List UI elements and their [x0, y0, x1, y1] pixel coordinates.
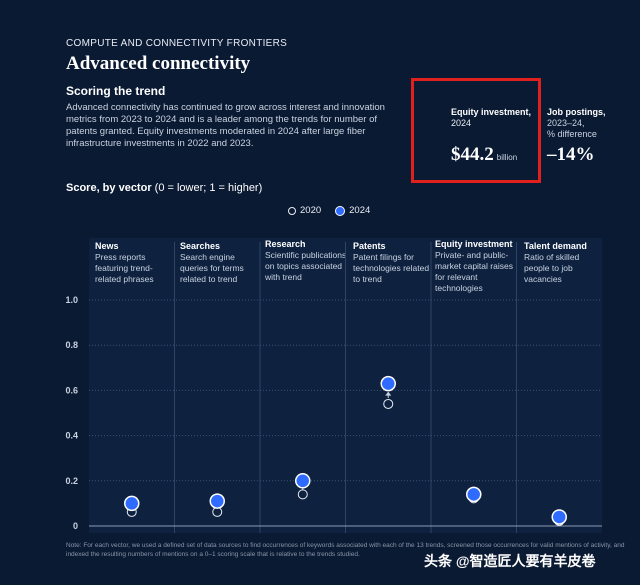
- kpi-jobs-value: –14%: [547, 144, 595, 165]
- y-tick-label: 0.6: [65, 385, 78, 395]
- summary-paragraph: Advanced connectivity has continued to g…: [66, 102, 385, 149]
- y-tick-label: 0.2: [65, 476, 78, 486]
- vector-desc: Ratio of skilled people to job vacancies: [524, 252, 580, 284]
- point-2020: [383, 398, 394, 409]
- legend-item-2024: 2024: [335, 205, 370, 216]
- legend-open-circle-icon: [288, 206, 296, 215]
- point-2024: [380, 375, 396, 392]
- chart-title-main: Score, by vector: [66, 182, 152, 194]
- point-2024: [209, 493, 225, 509]
- chart-title-scale: (0 = lower; 1 = higher): [151, 182, 263, 194]
- point-2020: [297, 489, 308, 500]
- eyebrow: COMPUTE AND CONNECTIVITY FRONTIERS: [66, 38, 288, 49]
- vector-header-equity: Equity investment Private- and public-ma…: [435, 239, 517, 294]
- legend-filled-circle-icon: [335, 205, 346, 216]
- vector-name: News: [95, 241, 119, 251]
- vector-desc: Scientific publications on topics associ…: [265, 250, 347, 282]
- vector-header-news: News Press reports featuring trend-relat…: [95, 241, 177, 285]
- page-title: Advanced connectivity: [66, 53, 251, 74]
- section-subhead: Scoring the trend: [66, 84, 166, 98]
- kpi-equity-label-main: Equity investment,: [451, 107, 532, 117]
- y-tick-label: 0.4: [65, 431, 78, 441]
- vector-desc: Private- and public-market capital raise…: [435, 250, 513, 293]
- footnote: Note: For each vector, we used a defined…: [66, 542, 625, 558]
- vector-name: Talent demand: [524, 241, 587, 251]
- vector-name: Searches: [180, 241, 221, 251]
- vector-desc: Press reports featuring trend-related ph…: [95, 252, 154, 284]
- vector-name: Equity investment: [435, 239, 513, 249]
- point-2024: [295, 473, 311, 489]
- chart-title: Score, by vector (0 = lower; 1 = higher): [66, 182, 262, 194]
- kpi-jobs-label-period: 2023–24,: [547, 118, 585, 128]
- vector-header-patents: Patents Patent filings for technologies …: [353, 241, 435, 285]
- kpi-equity-amount: $44.2: [451, 144, 494, 165]
- vector-header-talent: Talent demand Ratio of skilled people to…: [524, 241, 606, 285]
- kpi-jobs-label-unit: % difference: [547, 129, 597, 139]
- chart-legend: 2020 2024: [288, 205, 384, 216]
- kpi-equity-label: Equity investment, 2024: [451, 107, 541, 129]
- vector-name: Research: [265, 239, 306, 249]
- kpi-equity-label-year: 2024: [451, 118, 472, 128]
- y-tick-label: 0.8: [65, 340, 78, 350]
- point-2024: [551, 509, 567, 525]
- kpi-jobs-label: Job postings, 2023–24, % difference: [547, 107, 637, 140]
- y-tick-label: 1.0: [65, 295, 78, 305]
- watermark: 头条 @智造匠人要有羊皮卷: [424, 553, 596, 569]
- point-2024: [124, 495, 140, 512]
- vector-name: Patents: [353, 241, 386, 251]
- trend-arrow-head-icon: [385, 391, 392, 396]
- y-tick-label: 0: [73, 521, 78, 531]
- kpi-jobs-label-main: Job postings,: [547, 107, 606, 117]
- point-2024: [466, 486, 482, 503]
- kpi-highlight-box: [411, 78, 541, 183]
- vector-header-searches: Searches Search engine queries for terms…: [180, 241, 262, 285]
- legend-item-2020: 2020: [288, 205, 321, 216]
- legend-label-2024: 2024: [349, 205, 371, 216]
- vector-header-research: Research Scientific publications on topi…: [265, 239, 347, 283]
- kpi-equity-unit: billion: [496, 153, 518, 162]
- vector-desc: Patent filings for technologies related …: [353, 252, 430, 284]
- legend-label-2020: 2020: [300, 205, 322, 216]
- kpi-equity-value: $44.2 billion: [451, 144, 517, 166]
- vector-desc: Search engine queries for terms related …: [180, 252, 244, 284]
